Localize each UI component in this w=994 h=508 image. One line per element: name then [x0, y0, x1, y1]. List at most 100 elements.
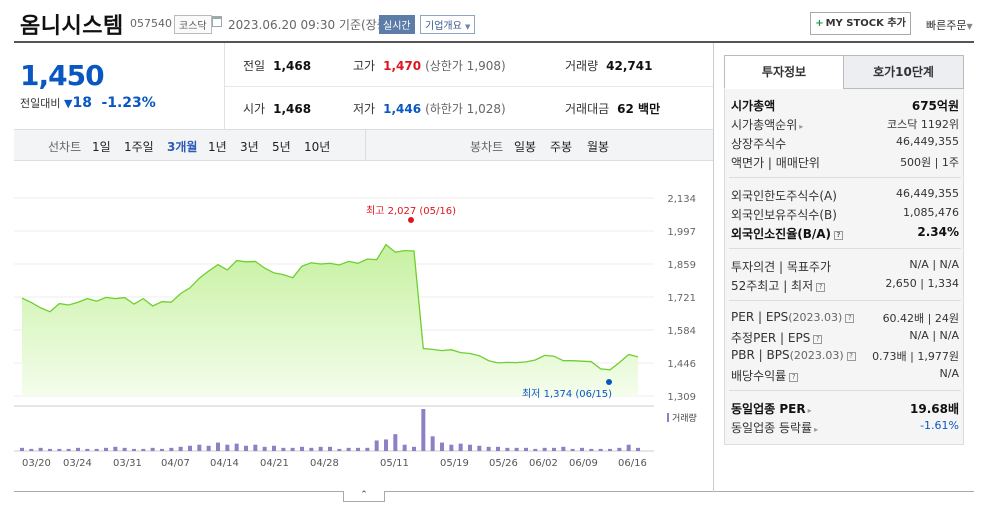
volume-bar [104, 447, 108, 451]
volume-bar [94, 448, 99, 451]
volume-bar [300, 446, 304, 451]
price-area [22, 244, 638, 396]
x-tick-label: 04/14 [210, 458, 239, 469]
change-label: 전일대비 [20, 97, 61, 110]
period-1d[interactable]: 1일 [92, 140, 111, 154]
chevron-down-icon: ▼ [966, 22, 973, 31]
help-icon[interactable]: ? [789, 373, 799, 382]
period-3y[interactable]: 3년 [240, 140, 259, 154]
stock-name: 옴니시스템 [20, 14, 124, 39]
candle-daily[interactable]: 일봉 [514, 140, 537, 154]
stat-amount: 거래대금 62 백만 [565, 100, 660, 117]
period-1w[interactable]: 1주일 [124, 140, 154, 154]
period-10y[interactable]: 10년 [304, 140, 331, 154]
volume-bar [524, 447, 528, 451]
info-key-text: 52주최고 | 최저 [731, 279, 814, 293]
volume-bar [598, 448, 603, 451]
price-change: 전일대비 ▼18 -1.23% [20, 95, 156, 111]
info-value: 2.34% [917, 225, 959, 239]
candle-weekly[interactable]: 주봉 [550, 140, 573, 154]
info-row[interactable]: 동일업종 등락률 ▸ -1.61% [731, 419, 959, 435]
stats-divider [225, 86, 714, 87]
info-row: PBR | BPS(2023.03)? 0.73배 | 1,977원 [731, 348, 959, 364]
tab-investment-info[interactable]: 투자정보 [724, 55, 844, 89]
help-icon[interactable]: ? [845, 314, 855, 323]
x-tick-label: 04/28 [310, 458, 339, 469]
info-row: 외국인한도주식수(A) 46,449,355 [731, 187, 959, 203]
period-5y[interactable]: 5년 [272, 140, 291, 154]
info-value: -1.61% [920, 419, 959, 432]
info-value: 0.73배 | 1,977원 [872, 350, 959, 363]
quick-order-button[interactable]: 빠른주문▼ [926, 17, 973, 33]
volume-bar [402, 444, 407, 451]
info-row: 액면가 | 매매단위 500원 | 1주 [731, 154, 959, 170]
info-key: 투자의견 | 목표주가 [731, 260, 831, 274]
info-row: 추정PER | EPS? N/A | N/A [731, 329, 959, 345]
stat-high: 고가 1,470 (상한가 1,908) [353, 57, 506, 74]
info-row: 배당수익률? N/A [731, 367, 959, 383]
y-tick-label: 1,584 [667, 326, 696, 337]
volume-bar [20, 447, 24, 451]
y-tick-label: 1,859 [667, 260, 696, 271]
y-tick-label: 1,446 [667, 359, 696, 370]
overview-label: 기업개요 [425, 21, 462, 32]
collapse-chart-button[interactable]: ⌃ [343, 491, 385, 502]
info-key-sub: (2023.03) [788, 311, 843, 324]
volume-bar [412, 446, 416, 451]
info-value: 2,650 | 1,334 [885, 277, 959, 290]
info-key: 외국인보유주식수(B) [731, 208, 837, 222]
candle-chart-label: 봉차트 [470, 140, 504, 154]
chevron-right-icon: ▸ [799, 122, 804, 131]
volume-bar [132, 448, 136, 451]
panel-tabs: 투자정보 호가10단계 [724, 55, 964, 89]
info-row[interactable]: 시가총액순위 ▸ 코스닥 1192위 [731, 116, 959, 132]
period-3m[interactable]: 3개월 [167, 140, 198, 154]
info-row[interactable]: 동일업종 PER ▸ 19.68배 [731, 400, 959, 416]
change-value: 18 [72, 95, 92, 111]
company-overview-dropdown[interactable]: 기업개요 ▼ [420, 15, 476, 34]
volume-bar [272, 445, 276, 451]
info-key-text: 외국인소진율(B/A) [731, 227, 832, 241]
price-chart[interactable]: 2,134 1,997 1,859 1,721 1,584 1,446 1,309 거래량 … [14, 161, 713, 493]
tab-orderbook[interactable]: 호가10단계 [843, 55, 964, 89]
candle-monthly[interactable]: 월봉 [587, 140, 610, 154]
volume-bar [225, 444, 230, 451]
help-icon[interactable]: ? [816, 283, 826, 292]
volume-bar [608, 448, 612, 451]
y-tick-label: 1,721 [667, 293, 696, 304]
period-separator [365, 130, 366, 160]
stat-value: 42,741 [606, 59, 653, 73]
investment-info-box: 시가총액 675억원 시가총액순위 ▸ 코스닥 1192위 상장주식수 46,449,3… [724, 89, 964, 445]
volume-bar [337, 448, 342, 451]
add-mystock-button[interactable]: + MY STOCK 추가 [810, 12, 911, 35]
volume-bar [356, 447, 360, 451]
stat-value: 1,446 [383, 102, 422, 116]
info-row: 외국인보유주식수(B) 1,085,476 [731, 206, 959, 222]
info-value: N/A [939, 367, 959, 380]
info-value: 46,449,355 [896, 135, 959, 148]
volume-bar [636, 447, 640, 451]
volume-bar [262, 446, 267, 451]
volume-bar [552, 447, 556, 451]
info-key-text: 시가총액순위 [731, 118, 798, 132]
plus-icon: + [815, 18, 824, 29]
current-price: 1,450 [20, 59, 105, 92]
period-1y[interactable]: 1년 [208, 140, 227, 154]
volume-bar [468, 444, 472, 451]
stock-code: 057540 [130, 17, 172, 30]
mystock-label: MY STOCK 추가 [825, 18, 906, 29]
volume-bar [458, 443, 463, 451]
volume-bar [188, 445, 192, 451]
info-row: 외국인소진율(B/A)? 2.34% [731, 225, 959, 241]
stat-value: 1,468 [273, 59, 312, 73]
volume-bar [421, 409, 426, 451]
realtime-badge[interactable]: 실시간 [379, 15, 415, 34]
info-key: 시가총액 [731, 99, 776, 113]
calendar-icon [212, 16, 222, 27]
volume-bar [141, 448, 146, 451]
help-icon[interactable]: ? [846, 352, 856, 361]
help-icon[interactable]: ? [813, 335, 823, 344]
low-annotation: 최저 1,374 (06/15) [522, 388, 612, 400]
chevron-down-icon: ▼ [465, 23, 471, 31]
help-icon[interactable]: ? [834, 231, 844, 240]
